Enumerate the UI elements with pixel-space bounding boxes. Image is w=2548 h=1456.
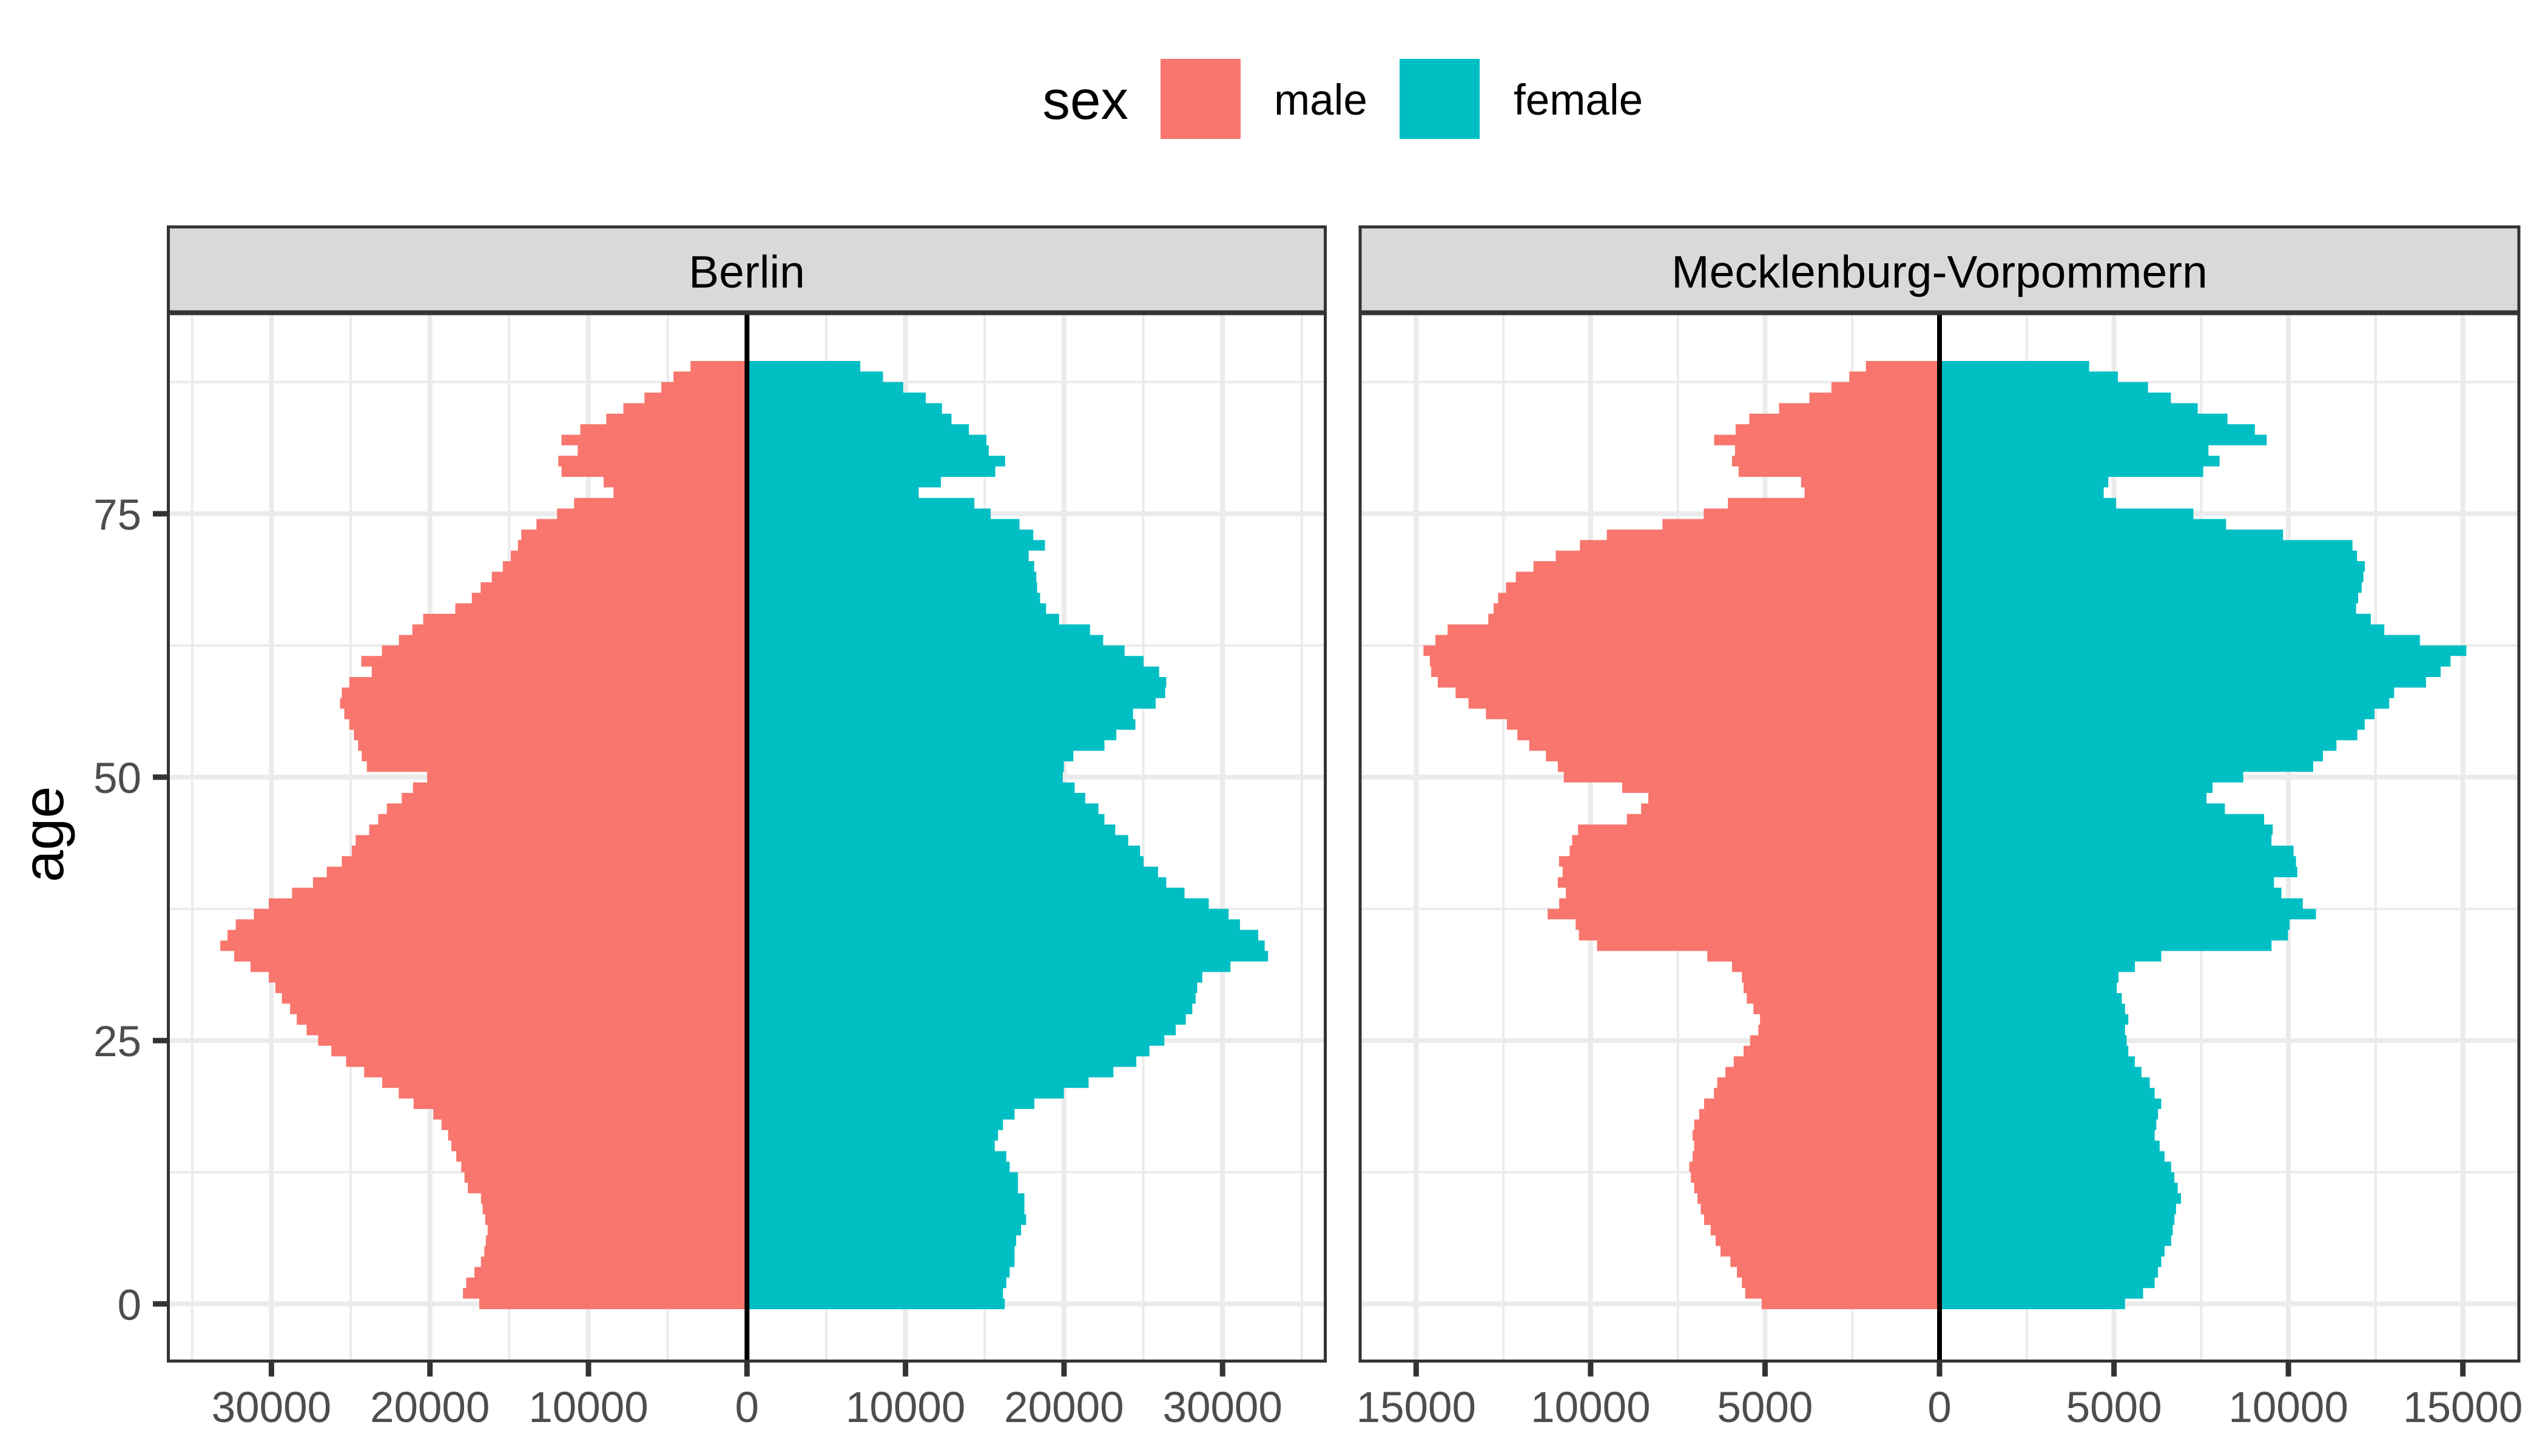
svg-text:20000: 20000 [370,1384,490,1432]
svg-text:75: 75 [93,491,141,539]
svg-text:20000: 20000 [1004,1384,1124,1432]
svg-text:10000: 10000 [1531,1384,1650,1432]
svg-text:50: 50 [93,755,141,803]
svg-text:Mecklenburg-Vorpommern: Mecklenburg-Vorpommern [1671,246,2208,297]
svg-text:10000: 10000 [846,1384,965,1432]
svg-text:0: 0 [735,1384,760,1432]
svg-text:5000: 5000 [1717,1384,1813,1432]
svg-text:female: female [1514,76,1643,124]
svg-text:15000: 15000 [1357,1384,1476,1432]
svg-text:25: 25 [93,1018,141,1066]
svg-text:30000: 30000 [212,1384,331,1432]
svg-text:10000: 10000 [528,1384,648,1432]
svg-text:Berlin: Berlin [689,246,805,297]
svg-text:10000: 10000 [2228,1384,2348,1432]
svg-text:15000: 15000 [2403,1384,2523,1432]
svg-text:0: 0 [1927,1384,1952,1432]
svg-text:male: male [1274,76,1367,124]
svg-text:30000: 30000 [1162,1384,1282,1432]
svg-text:0: 0 [118,1281,142,1329]
svg-text:age: age [12,786,76,883]
svg-text:sex: sex [1042,70,1128,131]
svg-text:5000: 5000 [2066,1384,2162,1432]
